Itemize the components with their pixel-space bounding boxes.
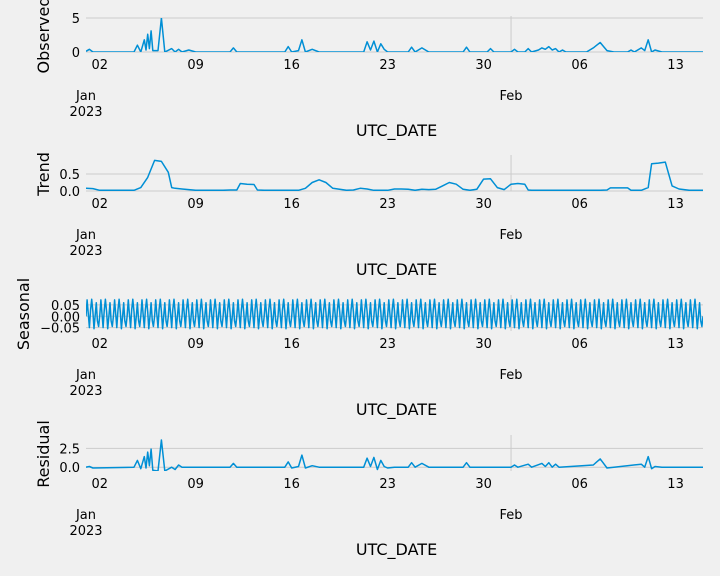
x-year-label: 2023	[69, 105, 102, 120]
y-tick-label: 0.00	[51, 310, 80, 325]
x-tick-label: 30	[475, 197, 492, 212]
x-year-label: 2023	[69, 244, 102, 259]
x-month-label: Jan	[75, 89, 96, 104]
series-line-observed	[86, 18, 703, 52]
x-tick-label: 23	[379, 58, 396, 73]
x-axis-label: UTC_DATE	[356, 540, 437, 560]
x-month-label: Feb	[500, 508, 523, 523]
x-axis-label: UTC_DATE	[356, 260, 437, 280]
y-tick-label: 0	[72, 46, 80, 61]
y-tick-label: 5	[72, 12, 80, 27]
y-axis-label: Seasonal	[14, 278, 33, 350]
y-tick-label: 0.0	[59, 461, 80, 476]
x-tick-label: 23	[379, 477, 396, 492]
x-tick-label: 30	[475, 58, 492, 73]
x-tick-label: 09	[187, 197, 204, 212]
x-tick-label: 02	[91, 337, 108, 352]
x-tick-label: 16	[283, 58, 300, 73]
x-tick-label: 13	[667, 477, 684, 492]
series-line-trend	[86, 159, 703, 191]
x-tick-label: 13	[667, 58, 684, 73]
x-tick-label: 06	[571, 58, 588, 73]
x-tick-label: 09	[187, 337, 204, 352]
y-axis-label: Trend	[34, 152, 53, 197]
x-tick-label: 13	[667, 337, 684, 352]
x-tick-label: 06	[571, 197, 588, 212]
x-tick-label: 02	[91, 477, 108, 492]
x-month-label: Feb	[500, 228, 523, 243]
x-month-label: Jan	[75, 368, 96, 383]
x-axis-label: UTC_DATE	[356, 400, 437, 420]
x-tick-label: 30	[475, 337, 492, 352]
y-tick-label: 2.5	[59, 442, 80, 457]
x-tick-label: 16	[283, 197, 300, 212]
x-tick-label: 13	[667, 197, 684, 212]
x-tick-label: 02	[91, 197, 108, 212]
x-tick-label: 09	[187, 58, 204, 73]
y-axis-label: Observed	[34, 0, 53, 73]
x-tick-label: 23	[379, 197, 396, 212]
x-month-label: Jan	[75, 228, 96, 243]
x-tick-label: 06	[571, 477, 588, 492]
x-month-label: Jan	[75, 508, 96, 523]
x-tick-label: 09	[187, 477, 204, 492]
x-month-label: Feb	[500, 368, 523, 383]
x-axis-label: UTC_DATE	[356, 121, 437, 141]
y-tick-label: 0.05	[51, 299, 80, 314]
x-year-label: 2023	[69, 384, 102, 399]
x-month-label: Feb	[500, 89, 523, 104]
x-tick-label: 23	[379, 337, 396, 352]
panel-seasonal: −0.050.000.05 Seasonal 02 09 16 23 30 06 13 Jan20…	[14, 278, 703, 420]
x-year-label: 2023	[69, 524, 102, 539]
y-tick-label: 0.5	[59, 168, 80, 183]
y-axis-label: Residual	[34, 420, 53, 488]
x-tick-label: 06	[571, 337, 588, 352]
x-tick-label: 16	[283, 477, 300, 492]
y-tick-label: 0.0	[59, 185, 80, 200]
series-line-residual	[86, 439, 703, 471]
y-tick-label: −0.05	[40, 322, 80, 337]
x-tick-label: 02	[91, 58, 108, 73]
x-tick-label: 16	[283, 337, 300, 352]
series-line-seasonal	[86, 298, 703, 330]
x-tick-label: 30	[475, 477, 492, 492]
